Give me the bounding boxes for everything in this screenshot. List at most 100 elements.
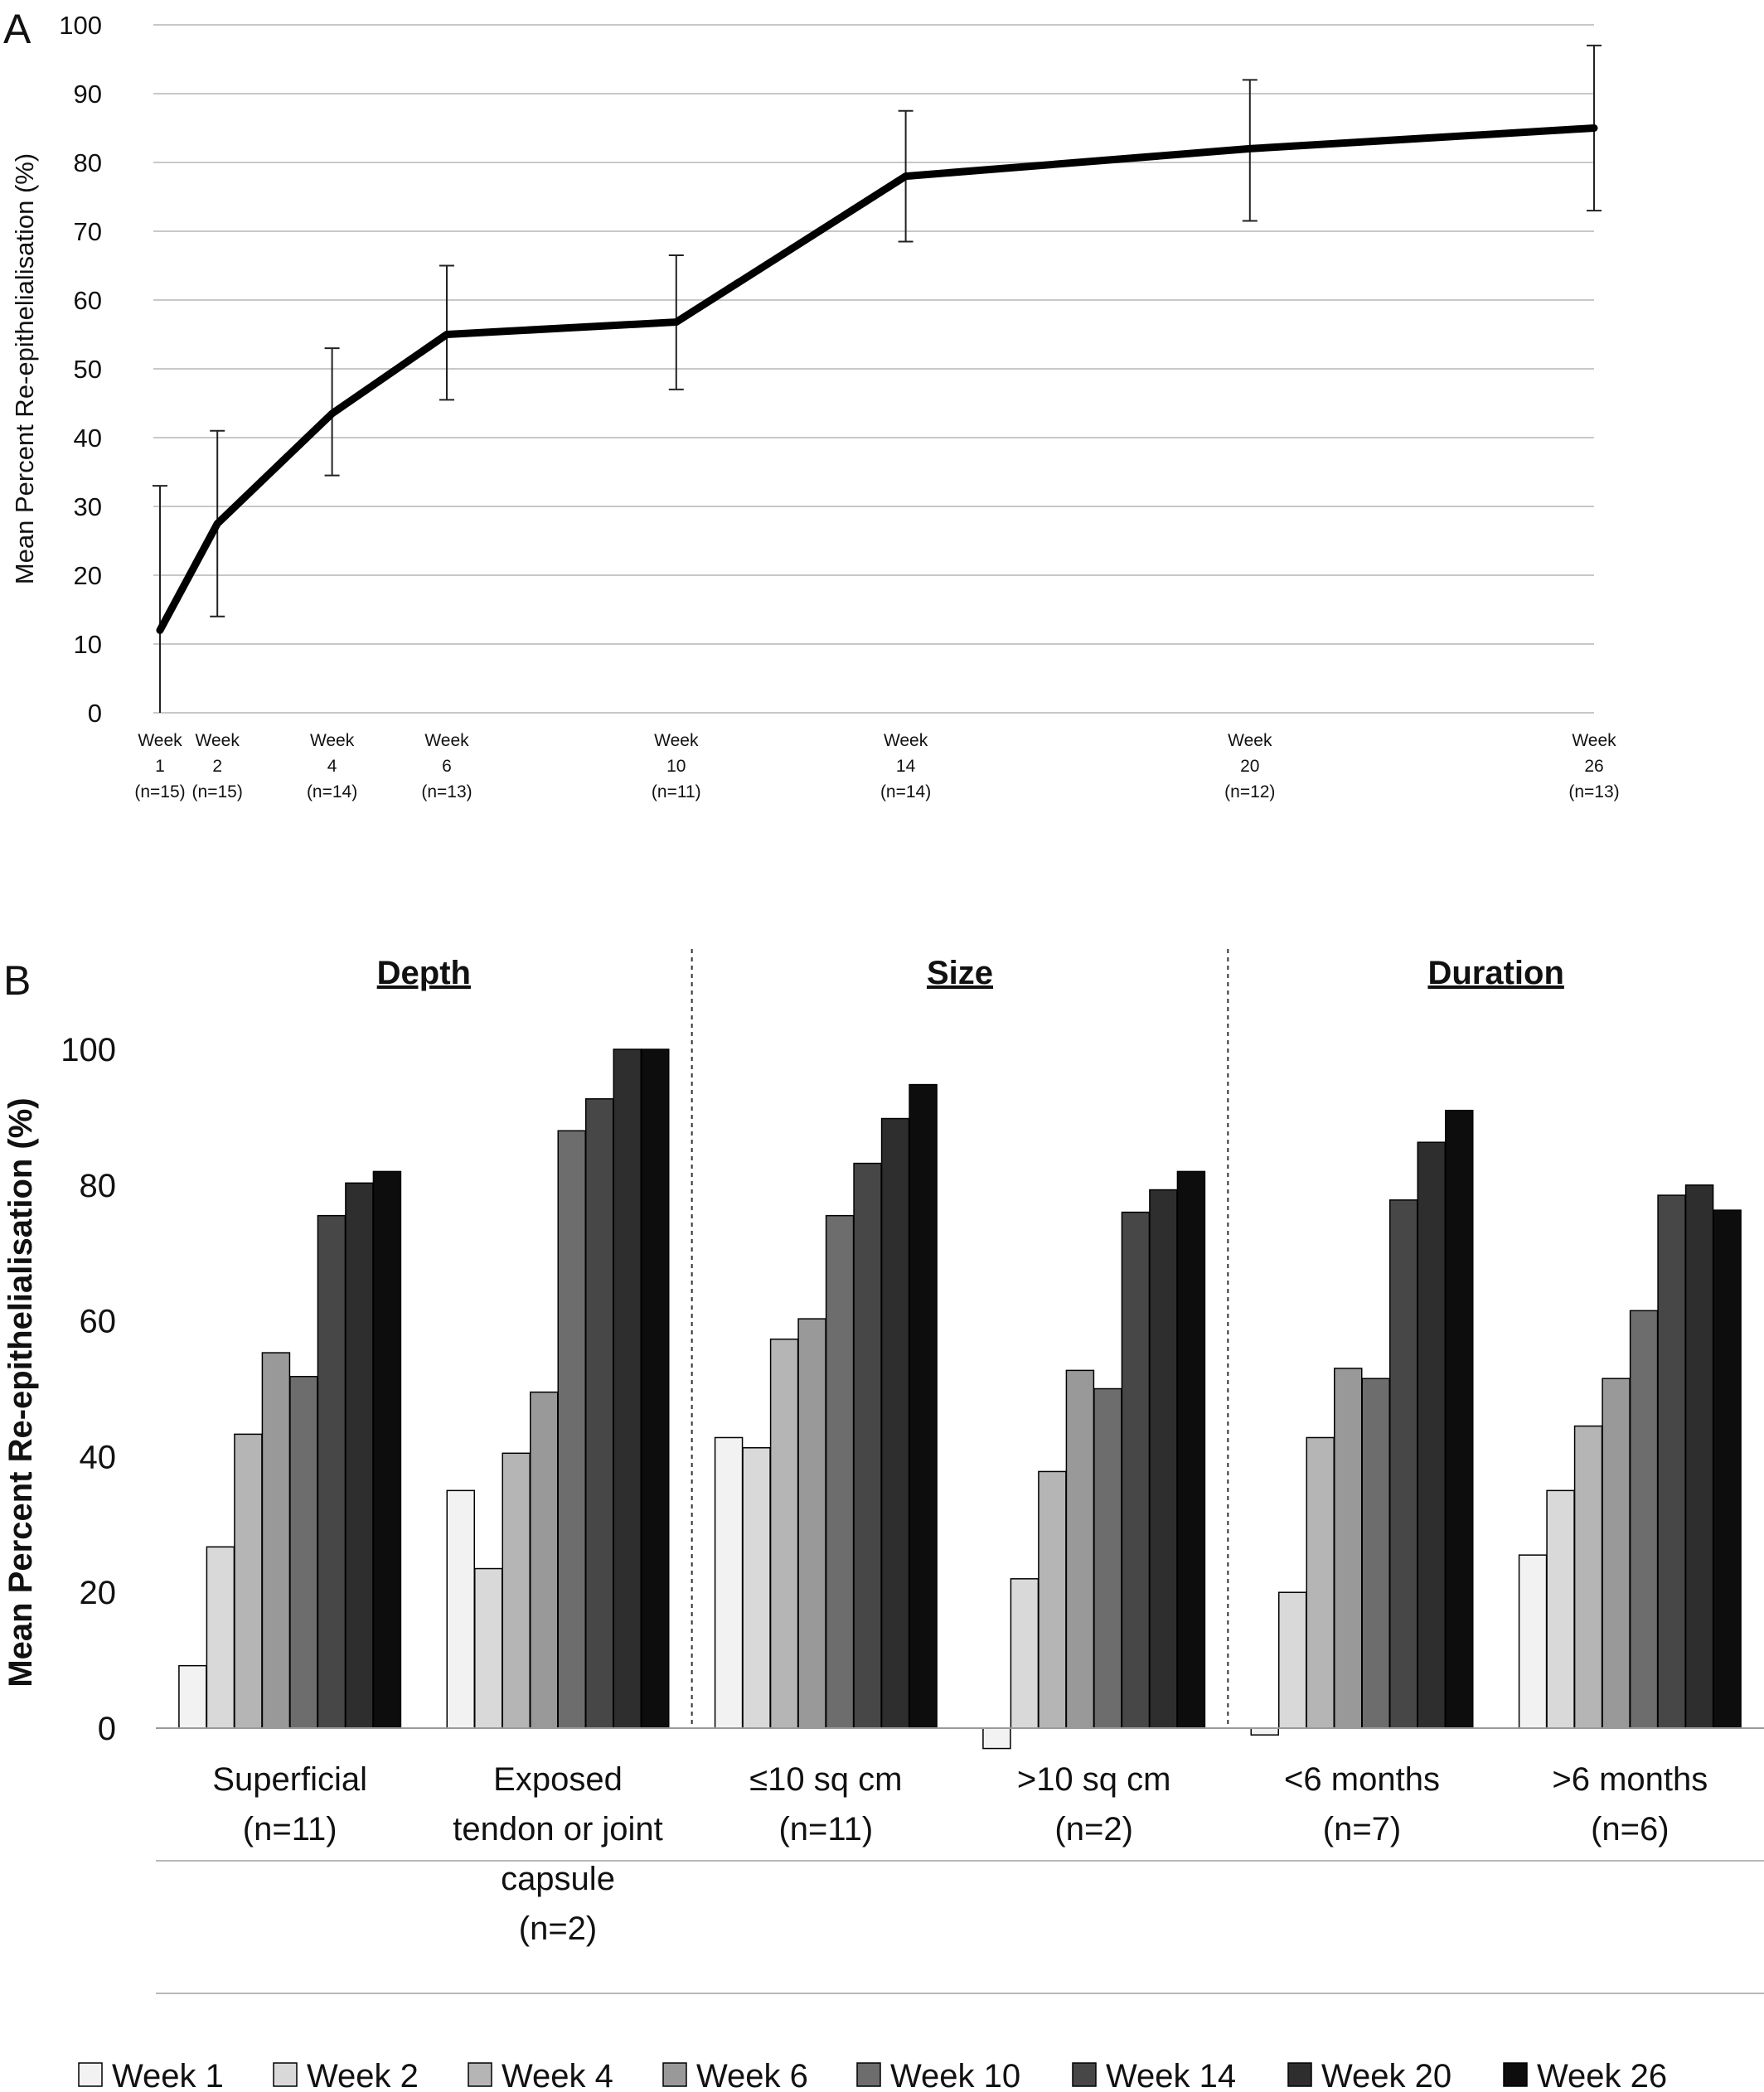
y-tick-label: 80 — [80, 1168, 117, 1204]
bar — [1573, 1425, 1603, 1729]
y-tick-label: 90 — [74, 80, 102, 109]
bar — [1629, 1310, 1659, 1729]
y-tick-label: 0 — [88, 699, 102, 728]
panel-b-bar-chart: B 0 20 40 60 80 100 Mean Percent Re-epitheliali… — [2, 949, 1764, 2092]
y-tick-label: 60 — [80, 1304, 117, 1340]
bar — [1684, 1184, 1714, 1729]
y-tick-label: 20 — [80, 1575, 117, 1611]
bar — [1445, 1109, 1474, 1729]
x-tick-label: 6 — [442, 757, 452, 776]
bar — [797, 1318, 826, 1729]
category-label: (n=2) — [1054, 1811, 1133, 1847]
bar — [1065, 1369, 1095, 1729]
x-tick-label: 26 — [1584, 757, 1603, 776]
category-label: ≤10 sq cm — [749, 1761, 902, 1798]
bar — [853, 1162, 882, 1729]
data-point — [157, 627, 163, 634]
x-tick-label: 1 — [155, 757, 165, 776]
x-tick-label: Week — [424, 731, 469, 750]
y-tick-label: 50 — [74, 355, 102, 384]
bar — [206, 1546, 235, 1729]
bar — [769, 1338, 799, 1729]
bar — [1602, 1378, 1631, 1729]
x-tick-label: Week — [310, 731, 355, 750]
bar — [1278, 1591, 1307, 1729]
legend-label: Week 10 — [890, 2058, 1020, 2092]
bar — [317, 1214, 346, 1729]
bar — [502, 1452, 531, 1729]
bar — [1657, 1194, 1686, 1729]
bar — [1389, 1199, 1418, 1729]
category-label: (n=11) — [778, 1811, 873, 1847]
legend-swatch — [1072, 2062, 1097, 2087]
bar — [474, 1567, 503, 1729]
data-point — [328, 409, 336, 417]
y-tick-label: 80 — [74, 148, 102, 177]
x-tick-label: (n=14) — [307, 782, 357, 801]
x-tick-label: 2 — [212, 757, 222, 776]
data-point — [214, 520, 221, 527]
legend-label: Week 2 — [307, 2058, 419, 2092]
bar — [1713, 1209, 1742, 1729]
bar — [530, 1391, 559, 1729]
category-label: tendon or joint — [453, 1811, 663, 1847]
category-label: (n=7) — [1323, 1811, 1402, 1847]
data-point — [1591, 124, 1597, 132]
x-tick-label: 10 — [666, 757, 686, 776]
bar — [909, 1083, 938, 1729]
bar — [880, 1117, 910, 1729]
y-tick-label: 100 — [59, 11, 102, 40]
bar — [1093, 1387, 1122, 1729]
bar — [178, 1664, 207, 1729]
legend-label: Week 20 — [1321, 2058, 1451, 2092]
x-tick-label: Week — [1572, 731, 1616, 750]
bar — [1038, 1470, 1067, 1729]
bar — [372, 1170, 402, 1729]
bar — [345, 1182, 374, 1729]
bar — [1010, 1578, 1040, 1729]
legend-swatch — [468, 2062, 492, 2087]
legend-label: Week 6 — [696, 2058, 808, 2092]
x-tick-label: (n=15) — [192, 782, 243, 801]
x-tick-label: (n=15) — [134, 782, 185, 801]
group-title: Size — [927, 955, 993, 991]
bar — [1250, 1727, 1279, 1736]
x-tick-label: Week — [138, 731, 182, 750]
y-tick-label: 40 — [74, 424, 102, 453]
bar — [1334, 1368, 1363, 1729]
x-tick-label: (n=11) — [652, 782, 701, 801]
legend-swatch — [273, 2062, 298, 2087]
legend-label: Week 1 — [112, 2058, 224, 2092]
legend-swatch — [78, 2062, 103, 2087]
bar — [742, 1447, 771, 1729]
bar — [714, 1436, 744, 1729]
category-label: >6 months — [1552, 1761, 1708, 1798]
data-point — [443, 331, 450, 338]
category-label: capsule — [501, 1861, 615, 1897]
category-label: <6 months — [1284, 1761, 1440, 1798]
bar — [585, 1098, 614, 1729]
y-tick-label: 60 — [74, 286, 102, 315]
category-label: (n=11) — [243, 1811, 337, 1847]
y-tick-label: 40 — [80, 1439, 117, 1475]
legend-item: Week 2 — [273, 2058, 419, 2092]
bar — [613, 1048, 642, 1729]
bar — [1149, 1189, 1178, 1729]
data-point — [672, 318, 680, 326]
legend-swatch — [662, 2062, 687, 2087]
legend-label: Week 4 — [502, 2058, 613, 2092]
x-tick-label: (n=13) — [1568, 782, 1619, 801]
legend-swatch — [1287, 2062, 1312, 2087]
bar — [557, 1130, 586, 1729]
legend-swatch — [1503, 2062, 1528, 2087]
legend-item: Week 1 — [78, 2058, 224, 2092]
data-point — [902, 172, 909, 180]
bar — [261, 1352, 291, 1729]
legend-label: Week 26 — [1537, 2058, 1667, 2092]
bar — [982, 1727, 1011, 1750]
category-label: (n=2) — [519, 1910, 598, 1947]
x-tick-label: Week — [1228, 731, 1272, 750]
legend-swatch — [856, 2062, 881, 2087]
bar — [1518, 1554, 1548, 1729]
